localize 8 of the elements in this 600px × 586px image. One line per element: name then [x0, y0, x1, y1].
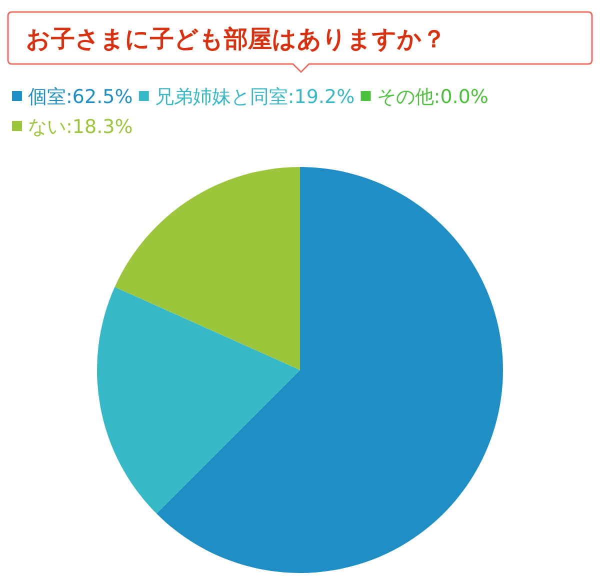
pie-slice [97, 287, 300, 514]
legend-label: 兄弟姉妹と同室:19.2% [154, 86, 355, 108]
chart-title: お子さまに子ども部屋はありますか？ [26, 25, 446, 53]
legend-label: ない:18.3% [28, 116, 133, 138]
pie-slice [156, 167, 503, 573]
pie-slice [114, 167, 300, 370]
legend-label: その他:0.0% [376, 86, 488, 108]
legend-label: 個室:62.5% [28, 86, 133, 108]
